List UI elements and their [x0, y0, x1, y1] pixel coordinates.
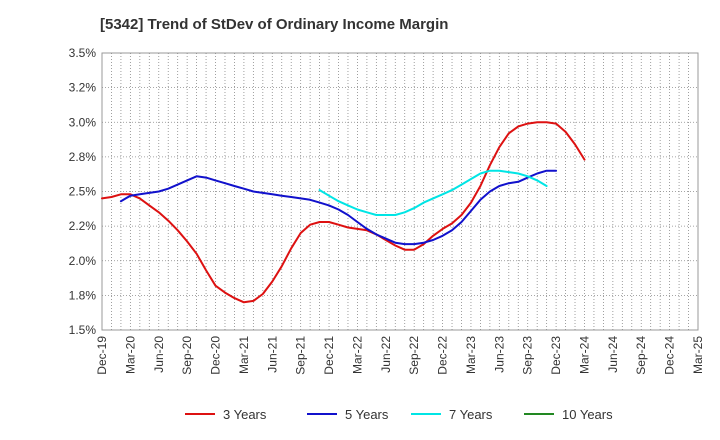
x-tick-label: Sep-23 — [521, 336, 535, 375]
y-tick-label: 3.5% — [69, 46, 97, 60]
legend-label: 5 Years — [345, 407, 389, 422]
series-line — [101, 121, 586, 304]
y-tick-label: 1.5% — [69, 323, 97, 337]
y-tick-label: 2.5% — [69, 185, 97, 199]
x-tick-label: Dec-20 — [209, 336, 223, 375]
series-lines — [101, 121, 586, 304]
y-tick-label: 2.0% — [69, 254, 97, 268]
y-axis-ticks: 1.5% 1.8% 2.0% 2.2% 2.5% 2.8% 3.0% 3.2% 3.5% — [69, 46, 97, 337]
x-tick-label: Dec-22 — [436, 336, 450, 375]
x-tick-label: Sep-20 — [180, 336, 194, 375]
x-tick-label: Mar-21 — [237, 336, 251, 374]
x-tick-label: Jun-22 — [379, 336, 393, 373]
x-tick-label: Dec-23 — [549, 336, 563, 375]
x-tick-label: Jun-20 — [152, 336, 166, 373]
x-tick-label: Dec-19 — [95, 336, 109, 375]
x-tick-label: Mar-20 — [123, 336, 137, 374]
x-tick-label: Sep-22 — [407, 336, 421, 375]
x-tick-label: Dec-24 — [663, 336, 677, 375]
legend-label: 10 Years — [562, 407, 613, 422]
x-tick-label: Mar-23 — [464, 336, 478, 374]
chart-title: [5342] Trend of StDev of Ordinary Income… — [100, 16, 448, 33]
series-line — [318, 169, 548, 216]
x-tick-label: Sep-21 — [294, 336, 308, 375]
x-tick-label: Jun-23 — [492, 336, 506, 373]
legend: 3 Years 5 Years 7 Years 10 Years — [185, 407, 613, 422]
y-tick-label: 2.2% — [69, 219, 97, 233]
y-tick-label: 3.0% — [69, 115, 97, 129]
y-tick-label: 2.8% — [69, 150, 97, 164]
x-tick-label: Jun-21 — [265, 336, 279, 373]
x-tick-label: Dec-21 — [322, 336, 336, 375]
y-tick-label: 1.8% — [69, 288, 97, 302]
series-line — [119, 169, 558, 246]
x-tick-label: Mar-25 — [691, 336, 705, 374]
x-tick-label: Mar-22 — [350, 336, 364, 374]
legend-label: 3 Years — [223, 407, 267, 422]
x-axis-ticks: Dec-19 Mar-20 Jun-20 Sep-20 Dec-20 Mar-21 Jun-… — [95, 336, 705, 375]
y-tick-label: 3.2% — [69, 81, 97, 95]
x-tick-label: Sep-24 — [634, 336, 648, 375]
x-tick-label: Mar-24 — [577, 336, 591, 374]
legend-label: 7 Years — [449, 407, 493, 422]
x-tick-label: Jun-24 — [606, 336, 620, 373]
